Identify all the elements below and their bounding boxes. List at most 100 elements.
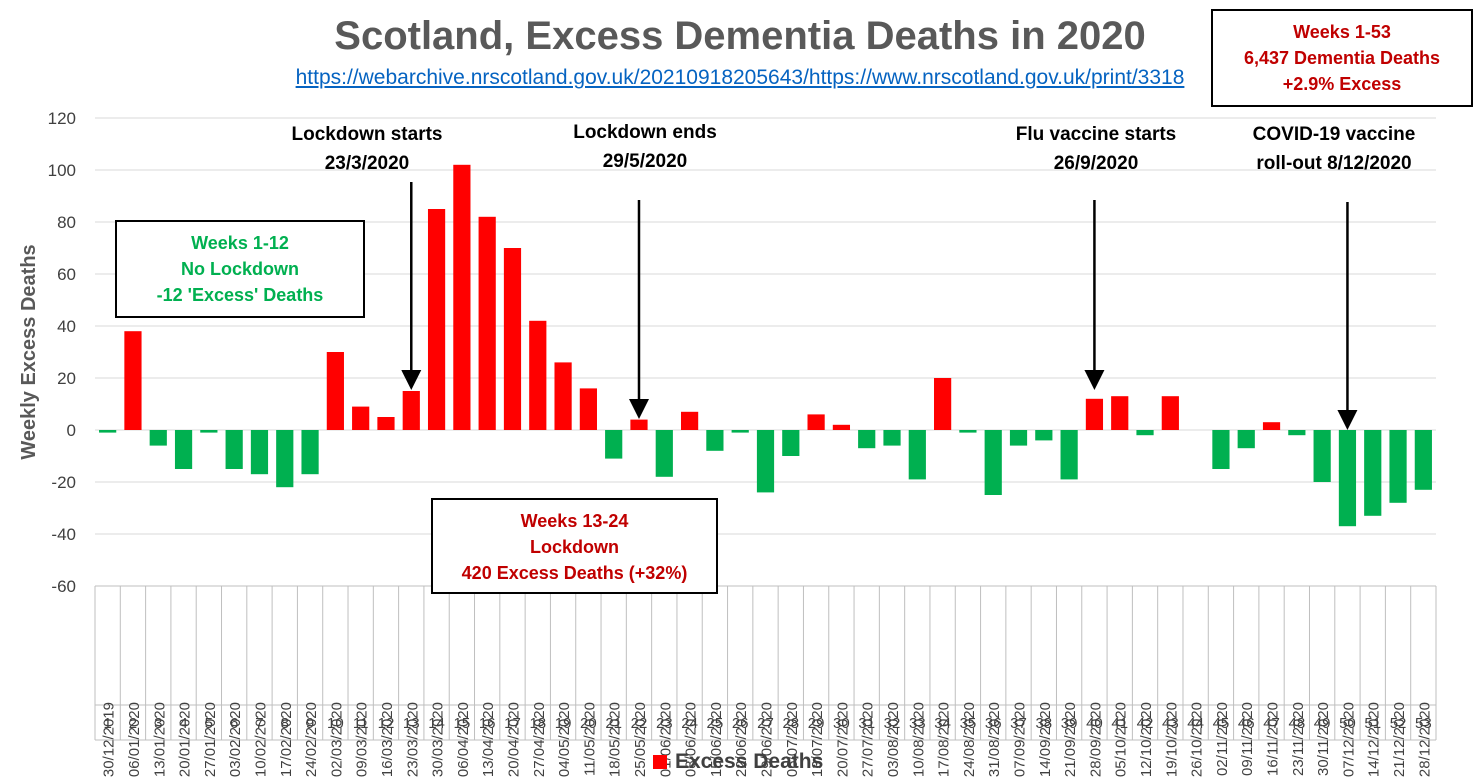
x-tick-label: 28/09/2020 xyxy=(1087,702,1104,777)
week-label: 38 xyxy=(1035,715,1052,732)
x-tick-label: 23/11/2020 xyxy=(1290,702,1307,776)
x-tick-label: 26/10/2020 xyxy=(1189,702,1206,777)
bar xyxy=(250,430,269,475)
event-lockdown-ends: Lockdown ends 29/5/2020 xyxy=(573,118,717,176)
lockdown-box-line: Lockdown xyxy=(530,537,619,557)
week-label: 18 xyxy=(529,715,546,732)
x-tick-label: 05/10/2020 xyxy=(1113,702,1130,777)
week-label: 23 xyxy=(656,715,673,732)
x-tick-label: 20/04/2020 xyxy=(505,702,522,777)
bar xyxy=(326,352,344,430)
bar xyxy=(301,430,319,475)
x-tick-label: 09/03/2020 xyxy=(354,702,371,777)
bar xyxy=(1414,430,1432,490)
gridlines xyxy=(95,117,1436,587)
x-tick-label: 20/01/2020 xyxy=(177,702,194,777)
week-label: 11 xyxy=(353,715,369,732)
bar xyxy=(1212,430,1230,469)
no-lockdown-box-line: -12 'Excess' Deaths xyxy=(156,285,324,305)
event-covid-vaccine: COVID-19 vaccine roll-out 8/12/2020 xyxy=(1253,120,1416,178)
week-label: 27 xyxy=(757,715,774,732)
event-label: Lockdown starts xyxy=(291,124,443,145)
bar xyxy=(200,430,218,433)
x-tick-label: 06/04/2020 xyxy=(455,702,472,777)
bar xyxy=(1364,430,1382,516)
x-tick-label: 16/03/2020 xyxy=(379,702,396,777)
bar xyxy=(908,430,926,480)
y-tick-label: 120 xyxy=(48,109,76,128)
y-tick-label: -40 xyxy=(51,525,76,544)
x-tick-label: 07/09/2020 xyxy=(1012,702,1029,777)
week-label: 36 xyxy=(985,715,1002,732)
bar xyxy=(1288,430,1306,436)
bar xyxy=(1338,430,1357,527)
x-tick-label: 30/03/2020 xyxy=(430,702,447,777)
week-label: 1 xyxy=(103,715,111,732)
week-label: 43 xyxy=(1162,715,1179,732)
week-label: 51 xyxy=(1364,715,1381,732)
bar xyxy=(1060,430,1078,480)
x-tick-label: 27/04/2020 xyxy=(531,702,548,777)
week-label: 24 xyxy=(681,715,698,732)
x-tick-label: 24/02/2020 xyxy=(303,702,320,777)
week-label: 22 xyxy=(631,715,648,732)
bar xyxy=(807,414,825,430)
week-label: 7 xyxy=(255,715,263,732)
x-tick-label: 02/11/2020 xyxy=(1214,702,1231,776)
x-tick-label: 25/05/2020 xyxy=(632,702,649,777)
bar xyxy=(377,417,395,430)
x-tick-label: 16/11/2020 xyxy=(1265,702,1282,776)
week-label: 37 xyxy=(1010,715,1027,732)
x-tick-label: 15/06/2020 xyxy=(708,702,725,777)
x-tick-label: 23/03/2020 xyxy=(404,702,421,777)
x-tick-label: 30/11/2020 xyxy=(1315,702,1332,776)
week-label: 32 xyxy=(884,715,901,732)
bar xyxy=(529,320,547,430)
y-axis-label: Weekly Excess Deaths xyxy=(18,244,40,459)
event-date: 26/9/2020 xyxy=(1053,153,1139,174)
y-tick-label: 80 xyxy=(57,213,76,232)
bar xyxy=(453,164,471,431)
bar xyxy=(782,430,800,456)
bar xyxy=(276,430,294,488)
bar xyxy=(1389,430,1407,503)
bar xyxy=(1009,430,1028,446)
week-label: 14 xyxy=(428,715,445,732)
x-tick-label: 09/11/2020 xyxy=(1239,702,1256,776)
bar xyxy=(124,331,142,430)
week-label: 33 xyxy=(909,715,926,732)
week-label: 30 xyxy=(833,715,850,732)
x-tick-label: 27/07/2020 xyxy=(860,702,877,777)
week-label: 6 xyxy=(230,715,238,732)
x-tick-label: 06/07/2020 xyxy=(784,702,801,777)
week-label: 29 xyxy=(808,715,825,732)
week-label: 16 xyxy=(479,715,496,732)
bar xyxy=(225,430,243,469)
x-tick-label: 20/07/2020 xyxy=(834,702,851,777)
event-lockdown-starts: Lockdown starts 23/3/2020 xyxy=(292,120,443,178)
bar xyxy=(402,391,420,430)
bar xyxy=(1262,422,1281,430)
x-tick-label: 14/12/2020 xyxy=(1366,702,1383,777)
bar xyxy=(630,419,648,430)
x-tick-label: 02/03/2020 xyxy=(328,702,345,777)
summary-box-line: Weeks 1-53 xyxy=(1293,22,1391,42)
week-label: 2 xyxy=(129,715,137,732)
week-label: 3 xyxy=(154,715,162,732)
bar xyxy=(832,424,851,430)
bar xyxy=(99,430,117,433)
bar xyxy=(427,209,446,430)
y-tick-label: -20 xyxy=(51,473,76,492)
x-tick-label: 13/01/2020 xyxy=(151,702,168,777)
x-tick-label: 31/08/2020 xyxy=(986,702,1003,777)
y-tick-label: 0 xyxy=(67,421,76,440)
bar xyxy=(503,248,522,430)
lockdown-box: Weeks 13-24 Lockdown 420 Excess Deaths (… xyxy=(431,498,718,594)
x-tick-label: 19/10/2020 xyxy=(1163,702,1180,777)
x-tick-label: 11/05/2020 xyxy=(581,702,598,776)
x-tick-label: 21/09/2020 xyxy=(1062,702,1079,777)
week-label: 12 xyxy=(378,715,395,732)
x-tick-label: 21/12/2020 xyxy=(1391,702,1408,777)
source-link[interactable]: https://webarchive.nrscotland.gov.uk/202… xyxy=(295,66,1185,89)
